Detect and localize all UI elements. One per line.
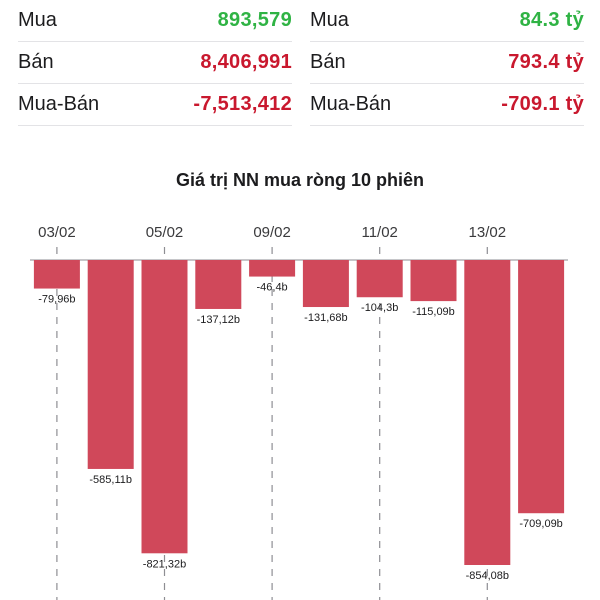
volume-buy-label: Mua <box>18 9 57 31</box>
bar-06-02 <box>195 260 242 309</box>
value-net-row: Mua-Bán -709.1 tỷ <box>310 84 584 126</box>
x-tick-label: 11/02 <box>361 224 397 241</box>
value-sell-label: Bán <box>310 51 346 73</box>
value-buy-row: Mua 84.3 tỷ <box>310 0 584 42</box>
volume-buy-value: 893,579 <box>217 9 292 31</box>
volume-column: Mua 893,579 Bán 8,406,991 Mua-Bán -7,513… <box>18 0 292 126</box>
bar-14-02 <box>518 260 565 514</box>
data-label: -585,11b <box>89 474 132 486</box>
data-label: -115,09b <box>412 306 455 318</box>
volume-sell-label: Bán <box>18 51 54 73</box>
volume-net-value: -7,513,412 <box>193 93 292 115</box>
data-label: -79,96b <box>38 294 75 306</box>
data-label: -104,3b <box>361 302 398 314</box>
volume-sell-value: 8,406,991 <box>200 51 292 73</box>
x-tick-label: 09/02 <box>253 224 291 241</box>
value-buy-label: Mua <box>310 9 349 31</box>
value-sell-row: Bán 793.4 tỷ <box>310 42 584 84</box>
bar-03-02 <box>33 260 80 289</box>
volume-buy-row: Mua 893,579 <box>18 0 292 42</box>
bar-13-02 <box>464 260 511 565</box>
data-label: -821,32b <box>143 558 186 570</box>
bar-04-02 <box>87 260 134 469</box>
volume-net-row: Mua-Bán -7,513,412 <box>18 84 292 126</box>
volume-sell-row: Bán 8,406,991 <box>18 42 292 84</box>
bar-09-02 <box>249 260 296 277</box>
x-tick-label: 03/02 <box>38 224 76 241</box>
bar-11-02 <box>356 260 403 298</box>
data-label: -137,12b <box>197 314 240 326</box>
data-label: -131,68b <box>304 312 347 324</box>
bar-12-02 <box>410 260 457 302</box>
bar-05-02 <box>141 260 188 554</box>
data-label: -854,08b <box>466 570 509 582</box>
value-sell-value: 793.4 tỷ <box>508 51 584 73</box>
bar-10-02 <box>302 260 349 308</box>
x-tick-label: 05/02 <box>146 224 184 241</box>
chart-title: Giá trị NN mua ròng 10 phiên <box>175 170 425 190</box>
value-column: Mua 84.3 tỷ Bán 793.4 tỷ Mua-Bán -709.1 … <box>310 0 584 126</box>
summary-panel: Mua 893,579 Bán 8,406,991 Mua-Bán -7,513… <box>18 0 592 130</box>
value-net-value: -709.1 tỷ <box>501 93 584 115</box>
net-buy-bar-chart: 03/02 05/02 09/02 11/02 13/02 -79,96b -585,11b… <box>30 224 568 600</box>
data-label: -709,09b <box>519 518 562 530</box>
value-buy-value: 84.3 tỷ <box>519 9 584 31</box>
volume-net-label: Mua-Bán <box>18 93 100 115</box>
data-label: -46,4b <box>256 282 287 294</box>
value-net-label: Mua-Bán <box>310 93 392 115</box>
x-tick-label: 13/02 <box>469 224 507 241</box>
